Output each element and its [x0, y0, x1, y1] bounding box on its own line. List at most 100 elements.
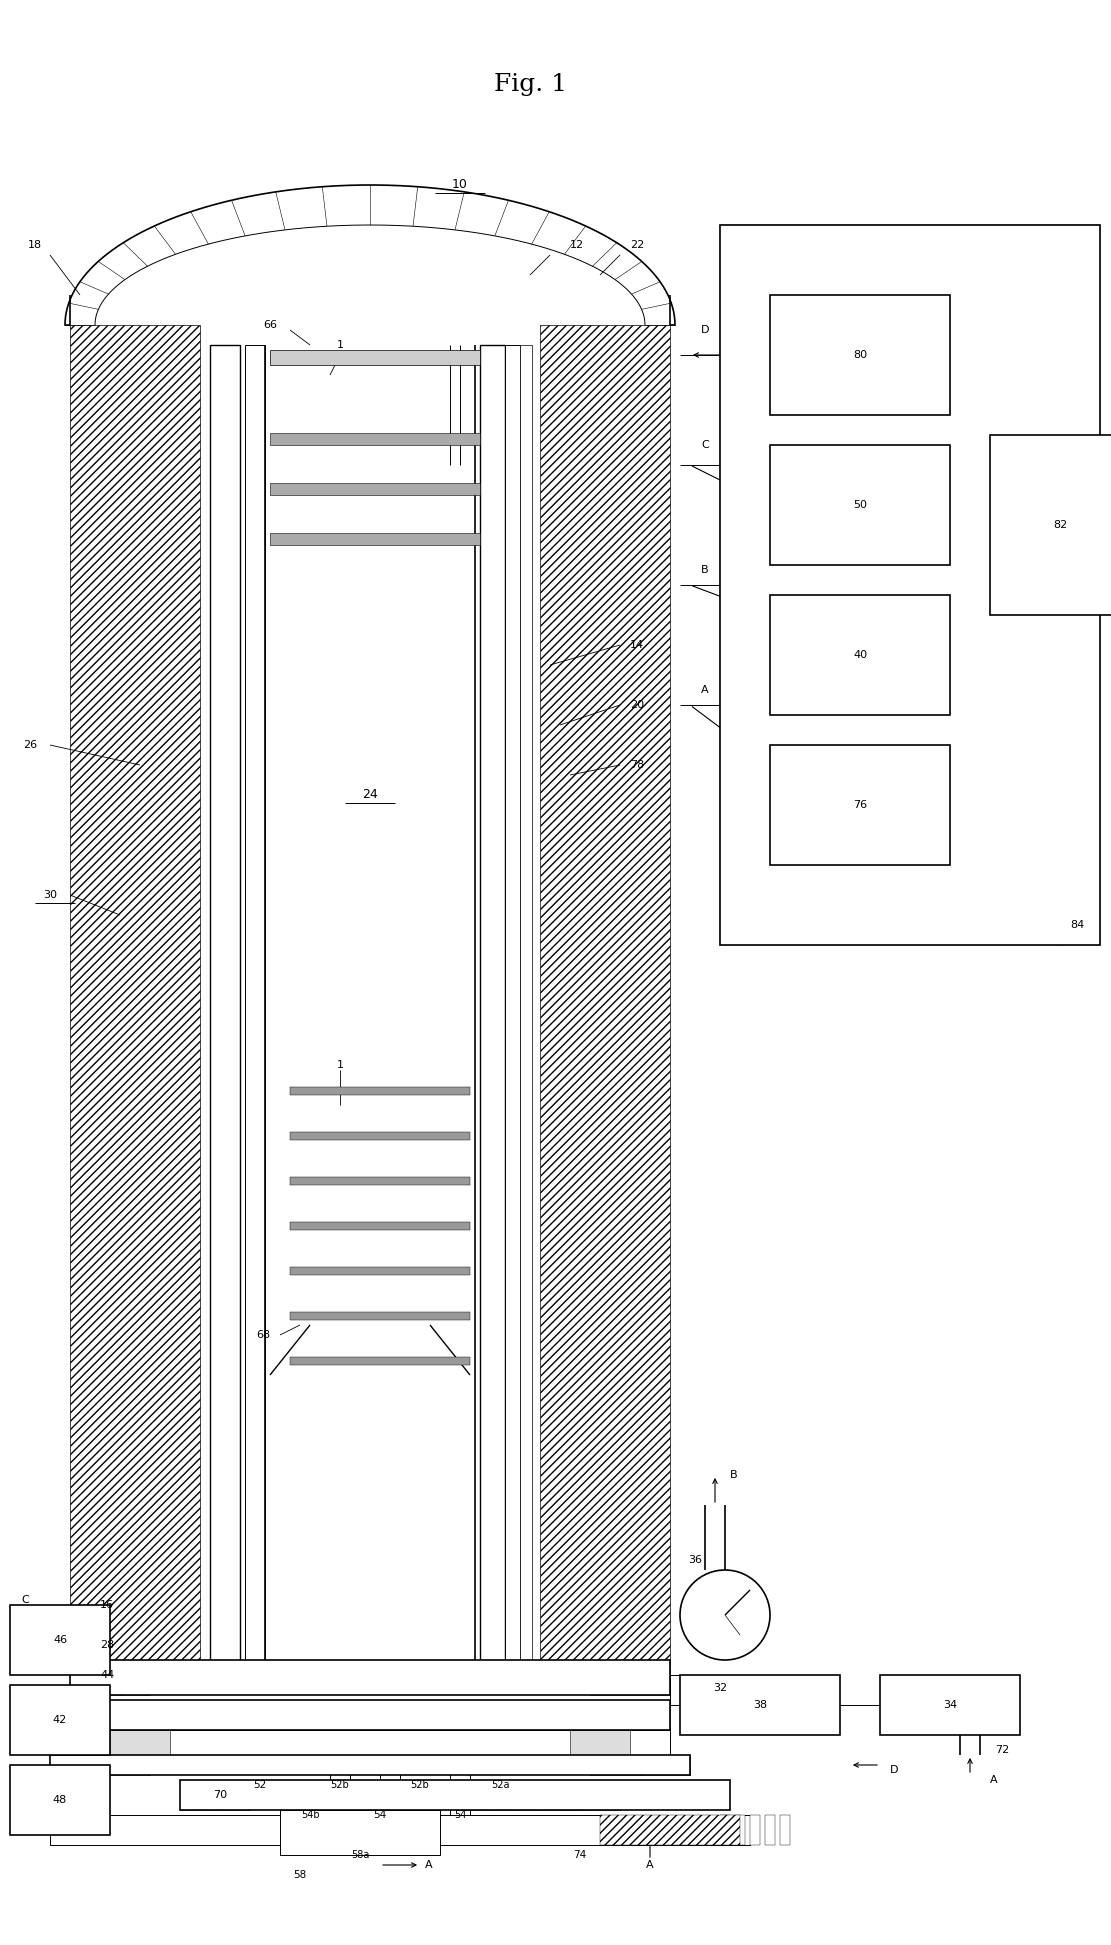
Text: 52b: 52b — [411, 1780, 429, 1789]
Text: 70: 70 — [213, 1789, 227, 1799]
Bar — [270, 533, 480, 545]
Text: 58a: 58a — [351, 1850, 369, 1859]
Bar — [990, 436, 1111, 615]
Text: 50: 50 — [853, 500, 867, 510]
Text: 58: 58 — [293, 1869, 307, 1881]
Bar — [480, 344, 506, 1665]
Text: 10: 10 — [452, 179, 468, 191]
Bar — [506, 344, 520, 1665]
Bar — [780, 1815, 790, 1846]
Text: 40: 40 — [853, 650, 867, 659]
Text: 22: 22 — [630, 239, 644, 251]
Text: 82: 82 — [1053, 519, 1068, 529]
Bar — [10, 1605, 110, 1675]
Bar — [270, 482, 480, 494]
Bar — [290, 1132, 470, 1140]
Text: 84: 84 — [1070, 920, 1084, 930]
Text: 54: 54 — [453, 1811, 467, 1821]
Text: 44: 44 — [100, 1671, 114, 1680]
Bar — [770, 595, 950, 716]
Bar — [290, 1177, 470, 1185]
Bar — [70, 1700, 670, 1729]
Bar — [770, 296, 950, 414]
Text: 16: 16 — [100, 1601, 114, 1610]
Bar — [570, 1729, 630, 1754]
Bar — [765, 1815, 775, 1846]
Bar — [290, 1266, 470, 1276]
Text: 48: 48 — [53, 1795, 67, 1805]
Text: A: A — [990, 1776, 998, 1786]
Bar — [70, 1700, 160, 1729]
Text: 80: 80 — [853, 350, 867, 360]
Bar — [290, 1358, 470, 1365]
Text: 36: 36 — [688, 1554, 702, 1566]
Bar — [180, 1780, 730, 1811]
Text: A: A — [647, 1859, 653, 1869]
Bar — [70, 1729, 670, 1754]
Text: 66: 66 — [263, 321, 277, 331]
Text: 78: 78 — [630, 760, 644, 770]
Text: 76: 76 — [853, 799, 867, 809]
Text: 30: 30 — [43, 891, 57, 901]
Text: 72: 72 — [995, 1745, 1009, 1754]
Text: 54: 54 — [373, 1811, 387, 1821]
Bar — [770, 745, 950, 866]
Bar — [290, 1221, 470, 1229]
Bar — [590, 1659, 670, 1694]
Bar — [50, 1754, 690, 1776]
Bar — [70, 325, 200, 1665]
Text: 54b: 54b — [301, 1811, 319, 1821]
Bar — [580, 1700, 670, 1729]
Bar — [770, 445, 950, 564]
Text: 20: 20 — [630, 700, 644, 710]
Text: 12: 12 — [570, 239, 584, 251]
Bar — [560, 1780, 620, 1811]
Bar — [50, 1754, 150, 1776]
Bar — [210, 344, 240, 1665]
Text: 52b: 52b — [331, 1780, 349, 1789]
Bar — [10, 1684, 110, 1754]
Bar — [520, 344, 532, 1665]
Bar — [180, 1780, 250, 1811]
Bar — [70, 1659, 150, 1694]
Text: 46: 46 — [53, 1636, 67, 1645]
Text: 52: 52 — [253, 1780, 267, 1789]
Text: A: A — [426, 1859, 432, 1869]
Bar — [280, 1811, 440, 1856]
Bar — [590, 1754, 690, 1776]
Bar — [600, 1815, 740, 1846]
Bar — [110, 1729, 170, 1754]
Text: 38: 38 — [753, 1700, 767, 1710]
Bar — [880, 1675, 1020, 1735]
Bar — [720, 226, 1100, 945]
Bar — [270, 434, 480, 445]
Bar — [670, 1675, 770, 1706]
Text: D: D — [890, 1764, 899, 1776]
Text: B: B — [730, 1470, 738, 1480]
Bar — [290, 1087, 470, 1095]
Bar — [735, 1815, 745, 1846]
Bar — [10, 1764, 110, 1834]
Text: B: B — [701, 564, 709, 576]
Text: 42: 42 — [53, 1715, 67, 1725]
Text: 34: 34 — [943, 1700, 957, 1710]
Text: C: C — [701, 440, 709, 449]
Bar — [720, 226, 1100, 945]
Bar — [460, 1780, 580, 1811]
Text: 68: 68 — [256, 1330, 270, 1340]
Bar — [680, 1675, 840, 1735]
Bar — [70, 1659, 670, 1694]
Text: 18: 18 — [28, 239, 42, 251]
Bar — [270, 350, 480, 366]
Bar — [750, 1815, 760, 1846]
Bar — [246, 344, 266, 1665]
Text: C: C — [21, 1595, 29, 1605]
Bar — [290, 1313, 470, 1321]
Bar — [50, 1815, 750, 1846]
Text: 1: 1 — [337, 340, 343, 350]
Text: 24: 24 — [362, 788, 378, 801]
Bar — [720, 1815, 730, 1846]
Text: 1: 1 — [337, 1060, 343, 1070]
Text: 14: 14 — [630, 640, 644, 650]
Text: 74: 74 — [573, 1850, 587, 1859]
